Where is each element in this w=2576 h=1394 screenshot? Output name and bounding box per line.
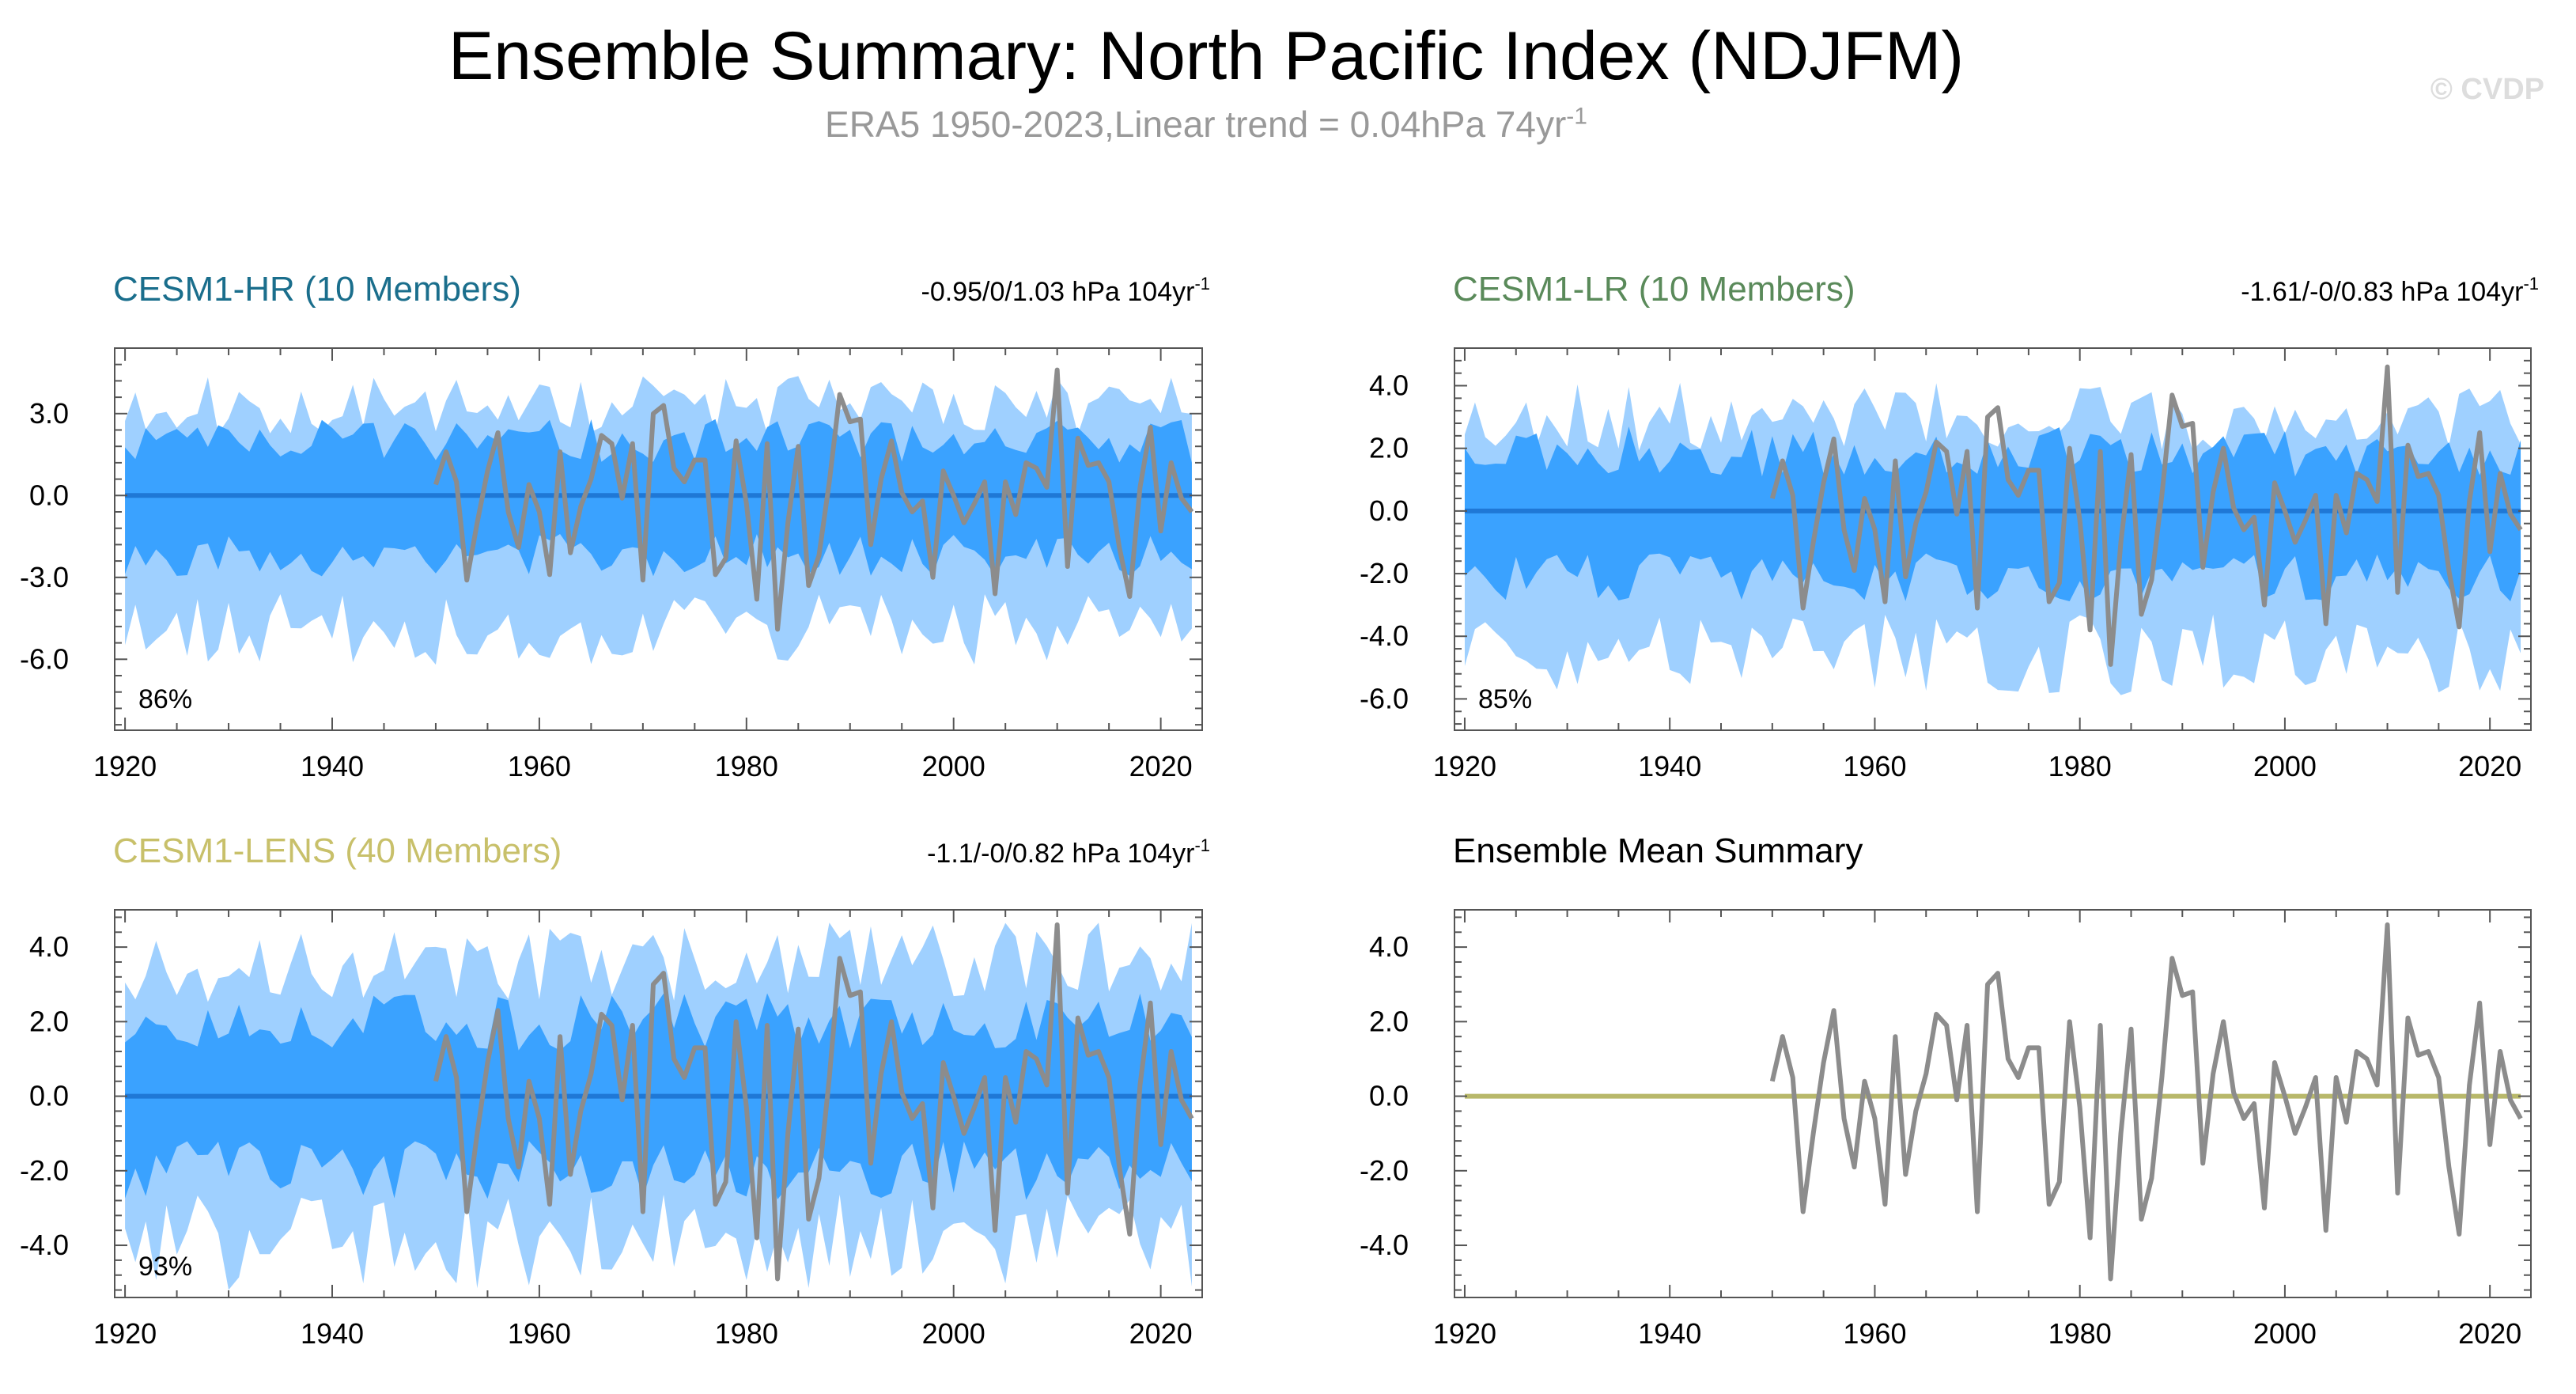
x-tick-label: 1980 bbox=[2048, 750, 2112, 782]
x-tick-label: 1940 bbox=[1638, 750, 1701, 782]
panel-cesm1-hr: CESM1-HR (10 Members) -0.95/0/1.03 hPa 10… bbox=[20, 270, 1210, 782]
panel-trend-stat-text: -1.61/-0/0.83 hPa 104yr bbox=[2241, 277, 2523, 307]
y-tick-label: -6.0 bbox=[1360, 682, 1409, 714]
y-tick-label: 0.0 bbox=[29, 479, 69, 511]
plot-frame bbox=[114, 347, 1203, 731]
x-tick-label: 2000 bbox=[922, 1317, 985, 1350]
observed-series-line bbox=[433, 367, 1194, 632]
y-tick-label: -4.0 bbox=[1360, 1229, 1409, 1261]
x-tick-label: 2020 bbox=[2458, 750, 2521, 782]
plot-frame bbox=[1454, 347, 2532, 731]
y-tick-label: 0.0 bbox=[1369, 1080, 1409, 1112]
x-tick-label: 1980 bbox=[2048, 1317, 2112, 1350]
y-tick-label: 2.0 bbox=[1369, 432, 1409, 464]
figure-subtitle: ERA5 1950-2023,Linear trend = 0.04hPa 74… bbox=[825, 103, 1587, 145]
y-tick-label: 4.0 bbox=[29, 930, 69, 963]
panel-trend-stat-exponent: -1 bbox=[1194, 835, 1210, 855]
subtitle-exponent: -1 bbox=[1566, 103, 1587, 130]
x-tick-label: 2000 bbox=[2253, 750, 2317, 782]
y-tick-label: -2.0 bbox=[1360, 1154, 1409, 1187]
panel-title: Ensemble Mean Summary bbox=[1453, 831, 1863, 870]
panel-title: CESM1-LENS (40 Members) bbox=[113, 831, 562, 870]
panel-cesm1-lr: CESM1-LR (10 Members) -1.61/-0/0.83 hPa 1… bbox=[1360, 270, 2539, 782]
y-tick-label: 4.0 bbox=[1369, 930, 1409, 963]
panel-trend-stat-exponent: -1 bbox=[1194, 274, 1210, 294]
observed-series-line bbox=[433, 922, 1194, 1282]
x-tick-label: 1980 bbox=[715, 1317, 778, 1350]
plot-frame bbox=[1454, 909, 2532, 1298]
panel-trend-stat: -1.61/-0/0.83 hPa 104yr-1 bbox=[2241, 274, 2539, 307]
y-tick-label: 0.0 bbox=[1369, 494, 1409, 527]
y-tick-label: -2.0 bbox=[20, 1154, 69, 1187]
percent-within-spread: 93% bbox=[138, 1252, 192, 1282]
panel-cesm1-lens: CESM1-LENS (40 Members) -1.1/-0/0.82 hPa … bbox=[20, 831, 1210, 1350]
panel-trend-stat-text: -1.1/-0/0.82 hPa 104yr bbox=[927, 839, 1194, 869]
panel-trend-stat: -1.1/-0/0.82 hPa 104yr-1 bbox=[927, 835, 1210, 869]
percent-within-spread: 86% bbox=[138, 684, 192, 714]
x-tick-label: 1920 bbox=[1433, 1317, 1496, 1350]
y-tick-label: 4.0 bbox=[1369, 369, 1409, 402]
y-tick-label: -2.0 bbox=[1360, 557, 1409, 589]
x-tick-label: 2020 bbox=[1129, 1317, 1193, 1350]
figure-title: Ensemble Summary: North Pacific Index (N… bbox=[448, 18, 1965, 94]
y-tick-label: -3.0 bbox=[20, 561, 69, 593]
x-tick-label: 2020 bbox=[1129, 750, 1193, 782]
percent-within-spread: 85% bbox=[1478, 684, 1532, 714]
panel-ensemble-mean-summary: Ensemble Mean Summary 1920 1940 1960 1980 200… bbox=[1360, 831, 2532, 1350]
x-tick-label: 1940 bbox=[301, 750, 364, 782]
cvdp-watermark: © CVDP bbox=[2430, 73, 2544, 106]
observed-series-line bbox=[1769, 364, 2523, 667]
y-tick-label: -4.0 bbox=[1360, 619, 1409, 652]
x-tick-label: 1960 bbox=[1843, 750, 1906, 782]
x-tick-label: 2020 bbox=[2458, 1317, 2521, 1350]
panel-trend-stat-text: -0.95/0/1.03 hPa 104yr bbox=[921, 277, 1195, 307]
x-tick-label: 1960 bbox=[508, 750, 571, 782]
panel-title: CESM1-LR (10 Members) bbox=[1453, 270, 1855, 309]
panel-trend-stat: -0.95/0/1.03 hPa 104yr-1 bbox=[921, 274, 1210, 307]
y-tick-label: 3.0 bbox=[29, 397, 69, 430]
y-tick-label: 0.0 bbox=[29, 1080, 69, 1112]
x-tick-label: 1960 bbox=[1843, 1317, 1906, 1350]
panel-trend-stat-exponent: -1 bbox=[2523, 274, 2539, 294]
y-tick-label: 2.0 bbox=[29, 1005, 69, 1037]
y-tick-label: 2.0 bbox=[1369, 1005, 1409, 1037]
y-tick-label: -6.0 bbox=[20, 642, 69, 675]
x-tick-label: 1960 bbox=[508, 1317, 571, 1350]
observed-series-line bbox=[1769, 922, 2523, 1282]
x-tick-label: 1940 bbox=[301, 1317, 364, 1350]
x-tick-label: 1980 bbox=[715, 750, 778, 782]
panel-title: CESM1-HR (10 Members) bbox=[113, 270, 521, 309]
plot-frame bbox=[114, 909, 1203, 1298]
x-tick-label: 1920 bbox=[93, 1317, 157, 1350]
x-tick-label: 2000 bbox=[922, 750, 985, 782]
x-tick-label: 1940 bbox=[1638, 1317, 1701, 1350]
x-tick-label: 2000 bbox=[2253, 1317, 2317, 1350]
x-tick-label: 1920 bbox=[1433, 750, 1496, 782]
x-tick-label: 1920 bbox=[93, 750, 157, 782]
y-tick-label: -4.0 bbox=[20, 1229, 69, 1261]
